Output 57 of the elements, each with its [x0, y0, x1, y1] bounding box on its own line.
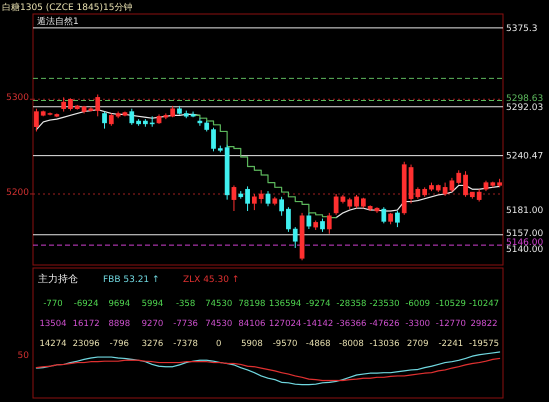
text: 2709 — [406, 339, 429, 349]
text: -796 — [110, 339, 129, 349]
text: 13504 — [39, 319, 67, 329]
text: 8898 — [108, 319, 130, 329]
text: 78198 — [238, 299, 266, 309]
text: 84106 — [238, 319, 266, 329]
y2-tick-label: 5181.00 — [506, 206, 544, 216]
text: ZLX 45.30 ↑ — [183, 275, 240, 285]
text: -28358 — [336, 299, 366, 309]
text: -10529 — [436, 299, 466, 309]
text: 3276 — [142, 339, 164, 349]
text: -36366 — [336, 319, 366, 329]
text: 136594 — [268, 299, 302, 309]
text: 5908 — [241, 339, 263, 349]
ref-line-label: 5298.63 — [506, 94, 544, 104]
text: 9694 — [108, 299, 130, 309]
text: 50 — [18, 351, 30, 361]
text: -770 — [43, 299, 63, 309]
text: -7736 — [173, 319, 198, 329]
y2-tick-label: 5140.00 — [506, 244, 544, 255]
text: -8008 — [339, 339, 364, 349]
text: 127024 — [268, 319, 302, 329]
text: -2241 — [438, 339, 464, 349]
text: 16172 — [72, 319, 100, 329]
text: -19575 — [468, 339, 500, 349]
ref-line-label: 5157.00 — [506, 228, 544, 239]
y-tick-label: 5300 — [6, 93, 30, 104]
text: 14274 — [39, 339, 67, 349]
text: -6009 — [405, 299, 430, 309]
text: 5994 — [142, 299, 164, 309]
ref-line-label: 5375.3 — [506, 24, 538, 34]
text: FBB 53.21 ↑ — [103, 275, 160, 285]
text: -9274 — [306, 299, 331, 309]
text: -358 — [176, 299, 196, 309]
text: 29822 — [470, 319, 498, 329]
chart-title: 白糖1305 (CZCE 1845)15分钟 — [2, 2, 132, 13]
chart-title: 主力持仓 — [38, 273, 78, 285]
ref-line-label: 5240.47 — [506, 152, 544, 162]
text: -4868 — [306, 339, 331, 349]
annotation: 遁法自然1 — [37, 16, 79, 27]
y-tick-label: 5200 — [6, 188, 30, 198]
text: 23096 — [72, 339, 100, 349]
text: -10247 — [468, 299, 500, 309]
text: -12770 — [436, 319, 466, 329]
text: -9570 — [272, 339, 298, 349]
text: -47626 — [369, 319, 400, 329]
text: -13036 — [369, 339, 400, 349]
text: -14142 — [303, 319, 334, 329]
ref-line-label: 5292.03 — [506, 102, 544, 113]
text: 0 — [216, 339, 222, 349]
text: -23530 — [369, 299, 400, 309]
text: -6924 — [74, 299, 99, 309]
text: 9270 — [142, 319, 164, 329]
text: 74530 — [205, 319, 232, 329]
text: -7378 — [173, 339, 198, 349]
text: -3300 — [405, 319, 430, 329]
text: 74530 — [205, 299, 232, 309]
